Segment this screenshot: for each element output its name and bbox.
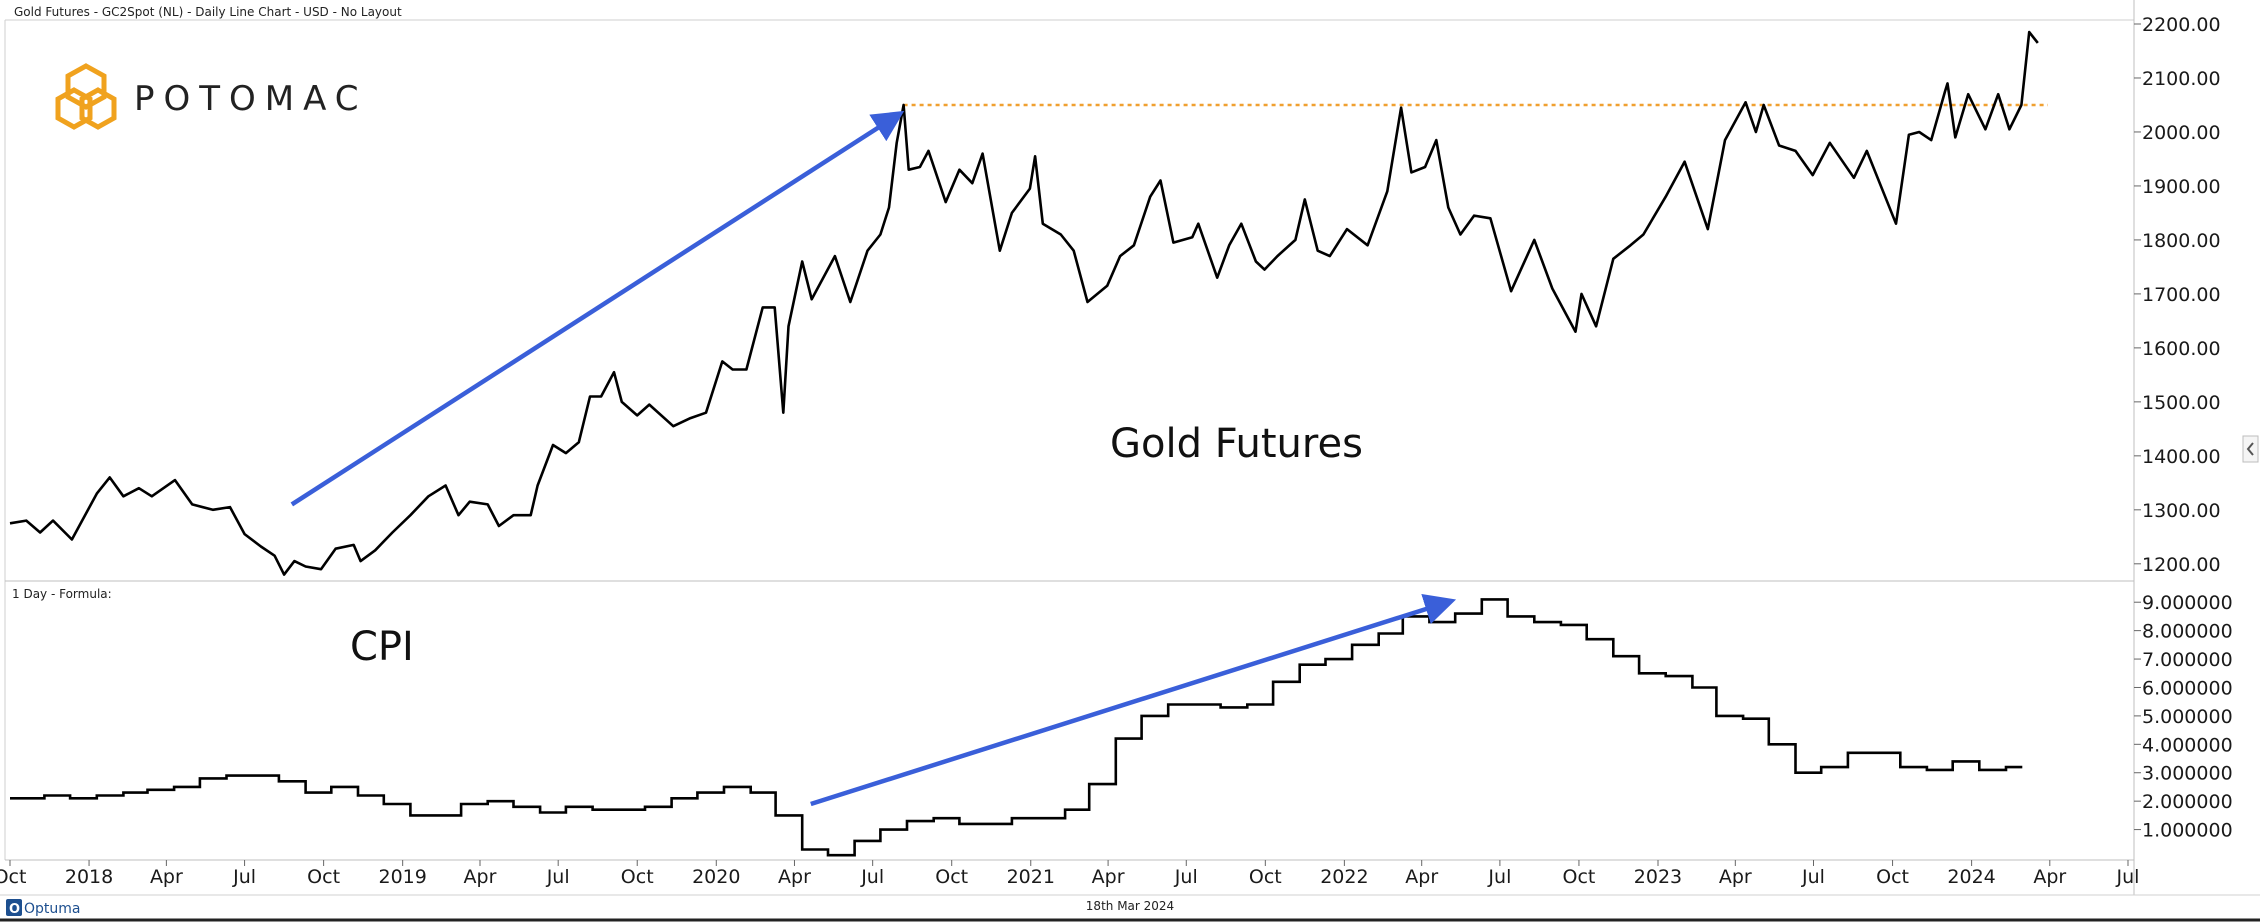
date-tick-label: Oct <box>1249 866 1282 888</box>
cpi-axis-tick-label: 5.000000 <box>2142 706 2233 728</box>
date-tick-label: Oct <box>621 866 654 888</box>
optuma-brand: Optuma <box>24 901 81 917</box>
date-tick-label: Apr <box>1719 866 1752 888</box>
date-tick-label: Oct <box>0 866 26 888</box>
cpi-axis-tick-label: 1.000000 <box>2142 820 2233 842</box>
date-tick-label: Oct <box>1876 866 1909 888</box>
date-tick-label: 2020 <box>692 866 740 888</box>
date-tick-label: Oct <box>307 866 340 888</box>
date-axis: Oct 2018 Apr Jul Oct 2019 Apr Jul Oct 2020 Apr Jul O… <box>0 860 2139 888</box>
cpi-axis-tick-label: 7.000000 <box>2142 649 2233 671</box>
date-tick-label: Apr <box>2033 866 2066 888</box>
date-tick-label: Jul <box>1487 866 1511 888</box>
gold-axis-tick-label: 1600.00 <box>2142 338 2221 360</box>
gold-axis-tick-label: 1500.00 <box>2142 392 2221 414</box>
gold-series-label: Gold Futures <box>1110 421 1363 467</box>
date-tick-label: Jul <box>232 866 256 888</box>
date-tick-label: Jul <box>2116 866 2140 888</box>
date-tick-label: Apr <box>464 866 497 888</box>
date-tick-label: 2024 <box>1947 866 1995 888</box>
date-tick-label: Apr <box>1092 866 1125 888</box>
cpi-axis-tick-label: 2.000000 <box>2142 791 2233 813</box>
date-tick-label: Jul <box>1801 866 1825 888</box>
gold-series-line <box>9 30 2039 576</box>
gold-axis-tick-label: 1900.00 <box>2142 176 2221 198</box>
chevron-left-icon <box>2246 442 2254 456</box>
footer-date: 18th Mar 2024 <box>1086 899 1174 913</box>
lower-pane-title: 1 Day - Formula: <box>12 587 112 601</box>
cpi-axis-tick-label: 9.000000 <box>2142 592 2233 614</box>
optuma-logo: O Optuma <box>6 899 81 917</box>
cpi-series-label: CPI <box>350 624 414 670</box>
date-tick-label: Jul <box>1174 866 1198 888</box>
svg-text:O: O <box>9 902 20 917</box>
date-tick-label: 2023 <box>1634 866 1682 888</box>
optuma-logo-icon <box>6 899 22 916</box>
chart-title: Gold Futures - GC2Spot (NL) - Daily Line… <box>14 5 402 19</box>
gold-axis-tick-label: 1200.00 <box>2142 554 2221 576</box>
date-tick-label: Apr <box>1405 866 1438 888</box>
potomac-logo-icon <box>55 63 117 130</box>
gold-trend-arrow <box>290 110 905 507</box>
cpi-axis-tick-label: 8.000000 <box>2142 621 2233 643</box>
date-tick-label: Apr <box>150 866 183 888</box>
date-tick-label: 2019 <box>378 866 426 888</box>
date-tick-label: 2021 <box>1007 866 1055 888</box>
cpi-axis-tick-label: 6.000000 <box>2142 677 2233 699</box>
gold-axis-tick-label: 1700.00 <box>2142 284 2221 306</box>
date-tick-label: Apr <box>778 866 811 888</box>
gold-axis-tick-label: 2200.00 <box>2142 14 2221 36</box>
logo-wordmark: POTOMAC <box>134 79 368 119</box>
gold-axis-tick-label: 1800.00 <box>2142 230 2221 252</box>
date-tick-label: Jul <box>860 866 884 888</box>
cpi-trend-arrow <box>810 593 1457 807</box>
gold-axis-tick-label: 2000.00 <box>2142 122 2221 144</box>
collapse-panel-button[interactable] <box>2242 435 2259 463</box>
lower-pane: 1.000000 2.000000 3.000000 4.000000 5.000000… <box>10 592 2233 857</box>
cpi-axis-tick-label: 4.000000 <box>2142 734 2233 756</box>
gold-axis-tick-label: 2100.00 <box>2142 68 2221 90</box>
cpi-series-line <box>10 598 2023 857</box>
gold-axis-tick-label: 1400.00 <box>2142 446 2221 468</box>
cpi-axis-tick-label: 3.000000 <box>2142 763 2233 785</box>
date-tick-label: Jul <box>546 866 570 888</box>
date-tick-label: 2022 <box>1320 866 1368 888</box>
date-tick-label: Oct <box>935 866 968 888</box>
gold-axis-tick-label: 1300.00 <box>2142 500 2221 522</box>
upper-pane: 1200.00 1300.00 1400.00 1500.00 1600.00 1700.… <box>9 14 2221 576</box>
date-tick-label: Oct <box>1563 866 1596 888</box>
date-tick-label: 2018 <box>65 866 113 888</box>
